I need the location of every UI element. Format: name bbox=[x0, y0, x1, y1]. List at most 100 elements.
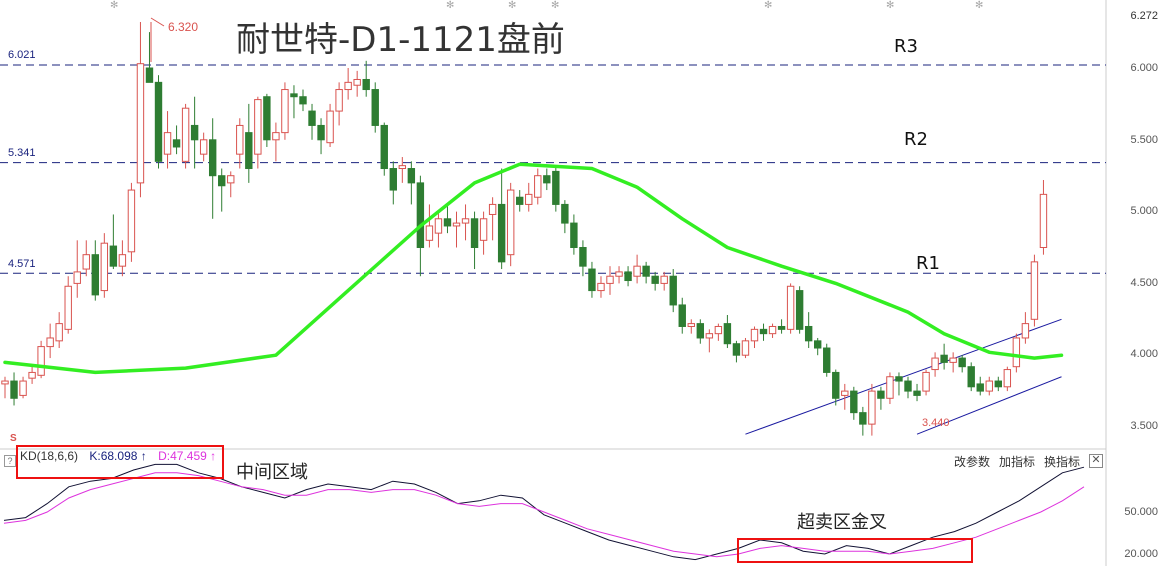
candle-body bbox=[19, 380, 27, 396]
candle-body bbox=[407, 168, 416, 184]
candle bbox=[362, 60, 370, 97]
candle bbox=[777, 319, 786, 334]
candle-body bbox=[181, 107, 190, 162]
candle-body bbox=[976, 383, 984, 392]
candle-body bbox=[579, 247, 587, 267]
candle bbox=[91, 240, 99, 301]
candle-body bbox=[434, 218, 443, 234]
candle bbox=[254, 96, 262, 169]
candle bbox=[488, 197, 497, 241]
candle-body bbox=[814, 340, 822, 349]
candle-body bbox=[570, 222, 578, 248]
candle bbox=[931, 352, 939, 377]
candle bbox=[687, 319, 695, 334]
candle-body bbox=[588, 268, 596, 292]
candle bbox=[506, 182, 515, 267]
candle-body bbox=[461, 218, 470, 224]
candle-body bbox=[127, 189, 136, 253]
candle-body bbox=[940, 354, 948, 363]
candle bbox=[245, 103, 253, 183]
candle-body bbox=[163, 132, 172, 155]
candle bbox=[570, 214, 578, 255]
y-tick-label: 4.000 bbox=[1130, 348, 1158, 360]
candle bbox=[281, 82, 289, 140]
candle-body bbox=[199, 139, 208, 155]
candle bbox=[335, 82, 343, 126]
candle bbox=[904, 376, 912, 399]
candle-body bbox=[552, 170, 560, 205]
candle-body bbox=[506, 189, 515, 256]
close-icon[interactable]: ✕ bbox=[1089, 454, 1103, 468]
add-indicator-button[interactable]: 加指标 bbox=[999, 455, 1036, 469]
candle-body bbox=[967, 366, 975, 388]
candle bbox=[19, 376, 27, 399]
candle-body bbox=[660, 275, 668, 284]
help-icon[interactable]: ? bbox=[4, 455, 16, 467]
candle bbox=[714, 323, 723, 341]
candle-body bbox=[633, 265, 641, 277]
star-icon: ✻ bbox=[886, 0, 894, 11]
kd-y-tick-label: 50.000 bbox=[1124, 506, 1158, 518]
candle bbox=[263, 93, 271, 147]
kd-y-tick-label: 20.000 bbox=[1124, 548, 1158, 560]
candle bbox=[190, 96, 199, 169]
candle-body bbox=[28, 371, 36, 379]
candle-body bbox=[1021, 323, 1030, 339]
candle bbox=[651, 271, 659, 291]
candle-body bbox=[750, 328, 759, 342]
candle-body bbox=[109, 245, 118, 267]
candle bbox=[696, 319, 705, 344]
candle bbox=[236, 118, 244, 169]
candle bbox=[100, 233, 109, 298]
candle bbox=[949, 352, 957, 373]
candle bbox=[127, 182, 136, 262]
candle bbox=[886, 372, 894, 405]
candle-body bbox=[561, 203, 569, 224]
candle-body bbox=[380, 124, 388, 170]
candle-body bbox=[1012, 337, 1021, 368]
candle bbox=[1030, 254, 1039, 327]
candle bbox=[290, 85, 298, 119]
candle bbox=[678, 297, 686, 334]
candle bbox=[109, 214, 118, 270]
candle-body bbox=[190, 124, 199, 141]
candle-body bbox=[154, 81, 163, 162]
change-params-button[interactable]: 改参数 bbox=[954, 455, 991, 469]
candle bbox=[895, 372, 903, 396]
r3-label: R3 bbox=[894, 36, 918, 57]
candle-body bbox=[299, 96, 307, 105]
candle-body bbox=[452, 222, 461, 227]
candle-body bbox=[886, 376, 894, 399]
switch-indicator-button[interactable]: 换指标 bbox=[1044, 455, 1081, 469]
candle bbox=[660, 271, 668, 291]
candle-body bbox=[985, 380, 993, 392]
candle bbox=[804, 312, 813, 349]
candle bbox=[786, 283, 795, 334]
candle bbox=[994, 376, 1002, 392]
candle-body bbox=[1030, 261, 1039, 320]
candle-body bbox=[10, 380, 18, 399]
candle bbox=[154, 75, 163, 169]
candle bbox=[1021, 312, 1030, 344]
candle bbox=[344, 68, 352, 100]
chart-title: 耐世特-D1-1121盘前 bbox=[236, 20, 565, 60]
candle-body bbox=[759, 328, 768, 335]
candle-body bbox=[317, 124, 325, 141]
candle-body bbox=[768, 325, 777, 335]
candle-body bbox=[723, 323, 732, 345]
candle-body bbox=[624, 271, 632, 282]
star-icon: ✻ bbox=[551, 0, 559, 11]
candle bbox=[425, 204, 434, 248]
candle-body bbox=[118, 254, 127, 267]
candle bbox=[326, 103, 334, 147]
candle-body bbox=[479, 218, 488, 241]
candle-body bbox=[994, 380, 1002, 388]
candle bbox=[73, 240, 81, 298]
candle-body bbox=[488, 203, 497, 215]
candle bbox=[723, 314, 732, 349]
candle bbox=[795, 286, 804, 334]
candle bbox=[136, 22, 145, 198]
candle bbox=[534, 168, 542, 205]
candle-body bbox=[904, 380, 912, 392]
